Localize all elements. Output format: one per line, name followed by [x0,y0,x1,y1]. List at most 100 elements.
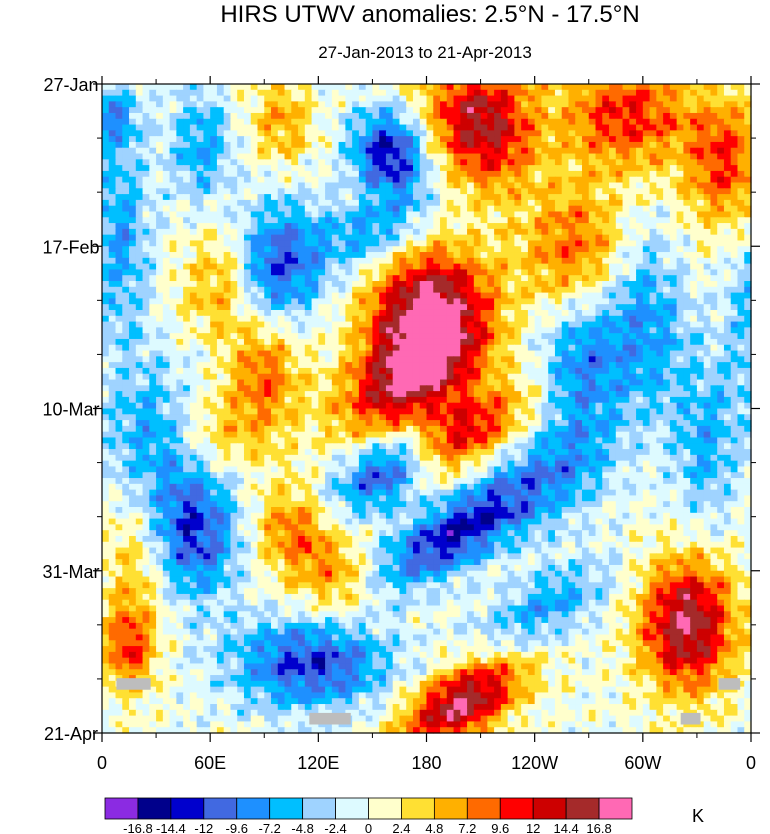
field-cell [304,275,313,282]
field-cell [122,263,130,271]
field-cell [440,228,448,236]
field-cell [189,141,198,149]
field-cell [203,286,211,294]
field-cell [345,84,353,91]
field-cell [162,315,171,323]
field-cell [507,327,515,334]
field-cell [311,304,319,311]
field-cell [406,188,414,195]
field-cell [102,228,110,236]
field-cell [345,217,353,224]
field-cell [426,159,434,166]
field-cell [521,240,529,247]
field-cell [379,101,387,108]
field-cell [243,298,252,305]
field-cell [189,217,198,224]
field-cell [102,298,110,305]
field-cell [723,95,732,102]
field-cell [426,269,434,276]
field-cell [663,333,671,340]
field-cell [189,182,198,189]
field-cell [615,252,624,259]
field-cell [534,112,543,120]
field-cell [196,112,205,120]
field-cell [649,182,657,189]
field-cell [440,153,448,160]
field-cell [527,240,536,247]
field-cell [615,275,624,282]
field-cell [196,240,205,247]
field-cell [311,315,319,323]
field-cell [575,252,583,259]
field-cell [744,292,752,299]
field-cell [561,246,570,253]
field-cell [615,246,624,253]
field-cell [412,223,421,230]
field-cell [636,107,644,114]
field-cell [656,211,664,218]
field-cell [527,205,536,213]
field-cell [298,205,306,213]
field-cell [548,292,556,299]
field-cell [149,205,157,213]
field-cell [730,176,739,184]
field-cell [480,170,488,178]
field-cell [554,124,563,131]
field-cell [683,252,691,259]
field-cell [473,107,482,114]
field-cell [325,101,333,108]
field-cell [676,315,684,323]
field-cell [318,356,326,363]
field-cell [345,159,353,166]
field-cell [575,333,583,340]
field-cell [534,165,543,172]
field-cell [473,84,482,91]
field-cell [196,194,205,201]
field-cell [345,286,353,294]
field-cell [379,194,387,201]
field-cell [467,228,475,236]
field-cell [541,84,549,91]
field-cell [507,84,515,91]
field-cell [460,101,468,108]
field-cell [717,223,725,230]
field-cell [527,199,536,207]
field-cell [338,292,346,299]
field-cell [419,124,428,131]
field-cell [196,118,205,126]
field-cell [615,292,624,299]
field-cell [696,367,705,375]
field-cell [507,211,515,218]
field-cell [656,338,664,346]
field-cell [257,338,265,346]
field-cell [527,228,536,236]
field-cell [338,130,346,137]
field-cell [284,234,292,242]
field-cell [385,379,394,386]
field-cell [196,286,205,294]
field-cell [189,286,198,294]
field-cell [487,292,495,299]
field-cell [433,130,441,137]
field-cell [541,362,549,369]
field-cell [595,176,603,184]
field-cell [379,176,387,184]
field-cell [446,165,455,172]
field-cell [548,263,556,271]
field-cell [102,234,110,242]
field-cell [331,130,340,137]
field-cell [440,199,448,207]
field-cell [352,327,360,334]
field-cell [325,304,333,311]
field-cell [744,257,752,265]
field-cell [575,112,583,120]
field-cell [304,257,313,265]
field-cell [453,298,461,305]
field-cell [527,321,536,328]
field-cell [446,292,455,299]
field-cell [183,188,191,195]
field-cell [298,292,306,299]
field-cell [500,350,509,357]
field-cell [690,263,698,271]
field-cell [534,199,543,207]
